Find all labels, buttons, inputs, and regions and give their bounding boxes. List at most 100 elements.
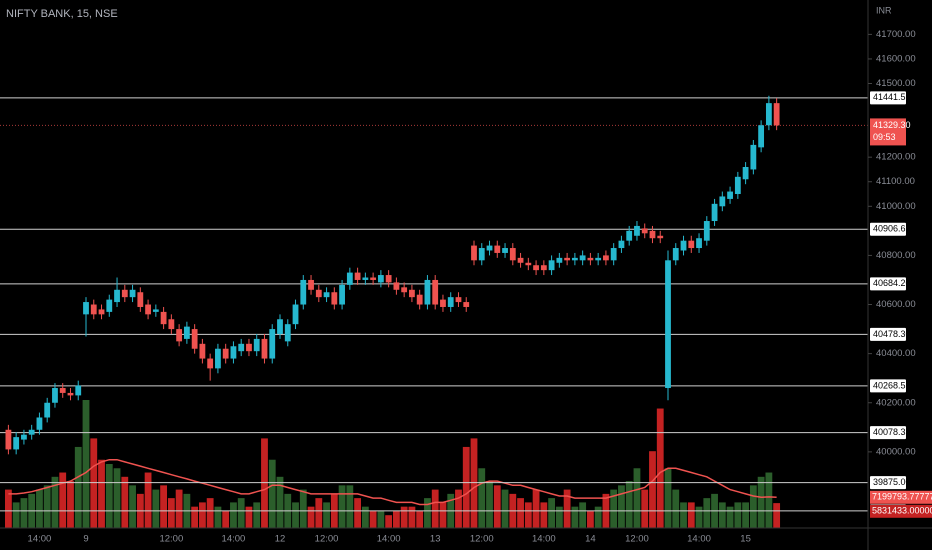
candle-body bbox=[152, 309, 159, 312]
candle-body bbox=[696, 238, 702, 249]
volume-bar bbox=[338, 485, 346, 528]
volume-bar bbox=[571, 506, 579, 528]
candle-body bbox=[75, 385, 82, 396]
candle-body bbox=[323, 292, 330, 298]
candle-body bbox=[533, 265, 539, 271]
candle-body bbox=[556, 257, 563, 263]
levels-layer bbox=[0, 97, 868, 512]
candle-body bbox=[346, 272, 353, 285]
volume-bar bbox=[548, 498, 555, 528]
candle-body bbox=[765, 103, 772, 126]
volume-bar bbox=[377, 510, 385, 528]
candle-body bbox=[385, 275, 392, 283]
volume-bar bbox=[579, 502, 587, 528]
volume-bar bbox=[90, 438, 98, 528]
candle-body bbox=[370, 277, 377, 280]
volume-bar bbox=[431, 489, 439, 528]
candle-body bbox=[734, 176, 741, 195]
candle-body bbox=[44, 402, 51, 418]
volume-bar bbox=[354, 498, 361, 528]
candle-body bbox=[494, 245, 501, 253]
level-label-box bbox=[870, 327, 906, 341]
level-label-box bbox=[870, 426, 906, 440]
candle-body bbox=[711, 203, 718, 222]
candle-body bbox=[5, 429, 12, 450]
candle-body bbox=[308, 279, 314, 290]
level-label-box bbox=[870, 476, 906, 490]
x-tick-label: 15 bbox=[740, 534, 751, 545]
volume-bar bbox=[680, 502, 687, 528]
volume-bar bbox=[36, 489, 43, 528]
candle-body bbox=[525, 262, 532, 266]
x-tick-label: 12:00 bbox=[315, 534, 339, 545]
y-tick-label: 40600.00 bbox=[876, 299, 916, 310]
candle-body bbox=[672, 248, 679, 261]
x-tick-label: 14:00 bbox=[222, 534, 246, 545]
volume-layer bbox=[5, 400, 781, 528]
volume-bar bbox=[292, 502, 299, 528]
volume-bar bbox=[20, 498, 28, 528]
candle-body bbox=[548, 260, 555, 271]
candle-body bbox=[502, 248, 508, 253]
candle-body bbox=[564, 257, 571, 261]
chart-title: NIFTY BANK, 15, NSE bbox=[6, 8, 118, 20]
candle-body bbox=[176, 329, 183, 342]
level-label: 40268.55 bbox=[873, 380, 911, 390]
candle-body bbox=[246, 343, 252, 352]
candle-body bbox=[471, 245, 477, 261]
candle-body bbox=[145, 304, 151, 315]
volume-bar bbox=[687, 502, 695, 528]
candle-body bbox=[121, 289, 128, 298]
candle-body bbox=[114, 289, 120, 303]
candle-body bbox=[719, 196, 726, 207]
candle-body bbox=[191, 329, 198, 349]
x-tick-label: 14:00 bbox=[687, 534, 711, 545]
level-label: 40906.65 bbox=[873, 224, 911, 234]
candle-body bbox=[486, 245, 493, 251]
candle-body bbox=[517, 257, 524, 263]
candle-body bbox=[183, 326, 190, 339]
volume-bar bbox=[129, 485, 136, 528]
y-tick-label: 41600.00 bbox=[876, 53, 916, 64]
volume-bar bbox=[726, 506, 734, 528]
volume-bar bbox=[230, 502, 237, 528]
candle-body bbox=[416, 294, 423, 305]
volume-bar bbox=[307, 506, 315, 528]
volume-bar bbox=[369, 510, 377, 528]
candle-body bbox=[137, 292, 144, 307]
candle-body bbox=[742, 166, 749, 180]
x-tick-label: 9 bbox=[83, 534, 88, 545]
volume-bar bbox=[757, 476, 765, 528]
volume-bar bbox=[175, 489, 183, 528]
volume-bar bbox=[587, 510, 594, 528]
volume-bar bbox=[299, 489, 307, 528]
volume-bar bbox=[532, 489, 540, 528]
candles-layer bbox=[5, 95, 780, 455]
candle-body bbox=[168, 319, 175, 330]
volume-bar bbox=[742, 502, 749, 528]
candle-body bbox=[83, 302, 89, 315]
volume-bar bbox=[59, 472, 67, 528]
volume-bar bbox=[493, 485, 501, 528]
candle-body bbox=[649, 230, 656, 239]
volume-bar bbox=[121, 476, 129, 528]
level-label: 41441.55 bbox=[873, 92, 911, 102]
countdown-label: 09:53 bbox=[873, 132, 896, 142]
volume-bar bbox=[152, 489, 160, 528]
candle-body bbox=[409, 289, 415, 298]
volume-bar bbox=[276, 476, 284, 528]
candle-body bbox=[331, 292, 338, 305]
y-tick-label: 40200.00 bbox=[876, 397, 916, 408]
candle-body bbox=[106, 299, 113, 312]
volume-bar bbox=[245, 506, 253, 528]
volume-bar bbox=[113, 468, 121, 528]
volume-bar bbox=[346, 485, 354, 528]
candle-body bbox=[595, 257, 602, 261]
volume-bar bbox=[400, 506, 408, 528]
candle-body bbox=[455, 297, 462, 303]
candle-body bbox=[773, 103, 780, 126]
candle-body bbox=[393, 282, 400, 290]
volume-bar bbox=[618, 485, 625, 528]
volume-bar bbox=[517, 498, 524, 528]
level-label: 40078.35 bbox=[873, 427, 911, 437]
